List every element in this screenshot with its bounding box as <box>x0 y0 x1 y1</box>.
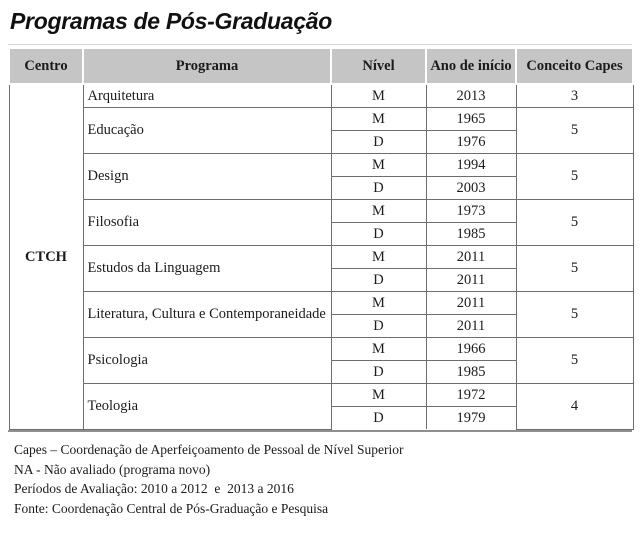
page-title: Programas de Pós-Graduação <box>10 8 332 34</box>
nivel-cell: D <box>330 405 427 430</box>
footnote-line-na: NA - Não avaliado (programa novo) <box>14 461 211 477</box>
nivel-cell: M <box>330 198 427 223</box>
ano-cell: 2011 <box>425 313 517 338</box>
ano-cell: 2003 <box>425 175 517 200</box>
ano-cell: 1985 <box>425 221 517 246</box>
table-row: D 2011 <box>9 267 633 292</box>
programa-cell: Estudos da Linguagem <box>82 244 332 292</box>
conceito-cell: 4 <box>515 382 634 430</box>
col-header-nivel: Nível <box>330 47 427 86</box>
nivel-cell: M <box>330 83 427 108</box>
programa-cell: Psicologia <box>82 336 332 384</box>
nivel-cell: D <box>330 267 427 292</box>
table-row: Teologia M 1972 4 <box>9 382 634 430</box>
nivel-cell: M <box>330 290 427 315</box>
table-header: Centro Programa Nível Ano de início Conc… <box>8 47 634 86</box>
footnote-line-periodos: Períodos de Avaliação: 2010 a 2012 e 201… <box>14 481 294 497</box>
programs-table-container: Centro Programa Nível Ano de início Conc… <box>8 44 634 432</box>
ano-cell: 1973 <box>425 198 517 223</box>
table-row: Educação M 1965 5 <box>9 106 634 154</box>
conceito-cell: 3 <box>515 83 634 108</box>
nivel-cell: M <box>330 244 427 269</box>
ano-cell: 2013 <box>425 83 517 108</box>
ano-cell: 2011 <box>425 290 517 315</box>
ano-cell: 2011 <box>425 244 517 269</box>
ano-cell: 1976 <box>425 129 517 154</box>
nivel-cell: D <box>330 221 427 246</box>
footnote-line-capes: Capes – Coordenação de Aperfeiçoamento d… <box>14 441 404 457</box>
ano-cell: 1985 <box>425 359 517 384</box>
header-row: Centro Programa Nível Ano de início Conc… <box>8 47 634 86</box>
programa-cell: Filosofia <box>82 198 332 246</box>
table-row: Design M 1994 5 <box>9 152 634 200</box>
ano-cell: 1965 <box>425 106 517 131</box>
table-row: D 2003 <box>9 175 633 200</box>
footnote-line-fonte: Fonte: Coordenação Central de Pós-Gradua… <box>14 500 329 516</box>
programs-table: Centro Programa Nível Ano de início Conc… <box>8 47 634 430</box>
conceito-cell: 5 <box>515 152 634 200</box>
programa-cell: Literatura, Cultura e Contemporaneidade <box>82 290 332 338</box>
ano-cell: 1994 <box>425 152 517 177</box>
table-row: Psicologia M 1966 5 <box>9 336 634 384</box>
nivel-cell: M <box>330 106 427 131</box>
conceito-cell: 5 <box>515 106 634 154</box>
programa-cell: Design <box>82 152 332 200</box>
programa-cell: Arquitetura <box>82 83 332 108</box>
ano-cell: 1972 <box>425 382 517 407</box>
table-row: D 1985 <box>9 221 633 246</box>
programa-cell: Educação <box>82 106 332 154</box>
nivel-cell: D <box>330 175 427 200</box>
conceito-cell: 5 <box>515 290 634 338</box>
nivel-cell: M <box>330 382 427 407</box>
col-header-programa: Programa <box>82 47 332 86</box>
table-body: CTCH Arquitetura M 2013 3 Educação M 196… <box>8 83 634 430</box>
page: Programas de Pós-Graduação Centro Progra… <box>8 8 634 516</box>
nivel-cell: D <box>330 313 427 338</box>
table-row: Estudos da Linguagem M 2011 5 <box>9 244 634 292</box>
table-row: Literatura, Cultura e Contemporaneidade … <box>9 290 634 338</box>
table-row: Filosofia M 1973 5 <box>9 198 634 246</box>
col-header-centro: Centro <box>8 47 84 86</box>
ano-cell: 2011 <box>425 267 517 292</box>
conceito-cell: 5 <box>515 244 634 292</box>
col-header-conceito: Conceito Capes <box>515 47 634 86</box>
ano-cell: 1979 <box>425 405 517 430</box>
nivel-cell: M <box>330 336 427 361</box>
col-header-ano: Ano de início <box>425 47 517 86</box>
table-row: CTCH Arquitetura M 2013 3 <box>8 83 634 430</box>
programa-cell: Teologia <box>82 382 332 430</box>
nivel-cell: D <box>330 129 427 154</box>
centro-cell: CTCH <box>8 83 84 430</box>
nivel-cell: M <box>330 152 427 177</box>
conceito-cell: 5 <box>515 336 634 384</box>
ano-cell: 1966 <box>425 336 517 361</box>
nivel-cell: D <box>330 359 427 384</box>
conceito-cell: 5 <box>515 198 634 246</box>
table-row: D 2011 <box>9 313 633 338</box>
footnotes: Capes – Coordenação de Aperfeiçoamento d… <box>8 441 632 516</box>
table-row: D 1985 <box>9 359 633 384</box>
table-row: D 1979 <box>9 405 633 430</box>
